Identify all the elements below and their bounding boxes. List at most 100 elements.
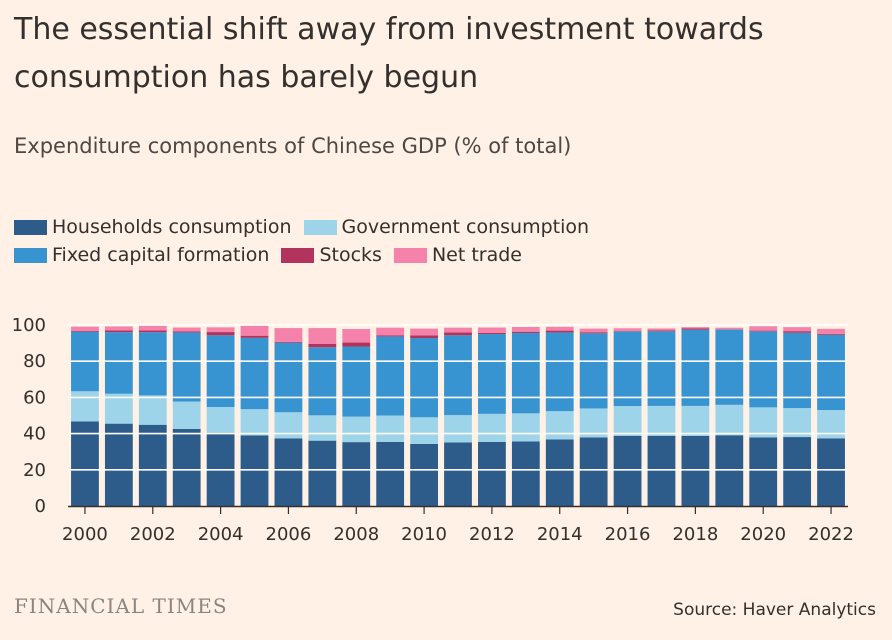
bar-stocks-2005	[240, 335, 269, 338]
bar-stocks-2007	[308, 344, 337, 348]
x-tick-label-2010: 2010	[401, 524, 447, 545]
y-tick-label-60: 60	[23, 387, 46, 408]
bar-fixed_capital-2003	[172, 332, 201, 402]
bar-stocks-2004	[206, 332, 235, 336]
bar-net_trade-2011	[444, 327, 472, 333]
bar-households-2016	[613, 435, 642, 506]
bar-government-2014	[545, 411, 574, 440]
y-tick-label-100: 100	[12, 315, 46, 336]
bar-households-2003	[172, 428, 201, 506]
legend-item-stocks: Stocks	[281, 244, 382, 266]
bar-stocks-2014	[545, 330, 574, 333]
bar-net_trade-2012	[478, 327, 506, 333]
bar-government-2015	[579, 408, 608, 438]
bar-fixed_capital-2010	[410, 338, 438, 418]
bar-fixed_capital-2009	[376, 336, 405, 416]
legend-item-net-trade: Net trade	[393, 244, 522, 266]
bar-net_trade-2013	[511, 326, 540, 332]
bar-net_trade-2008	[342, 328, 371, 343]
bar-stocks-2013	[511, 331, 540, 333]
bar-stocks-2000	[71, 330, 99, 332]
bar-net_trade-2010	[410, 328, 438, 336]
bar-net_trade-2014	[545, 326, 574, 331]
bar-government-2020	[749, 407, 778, 438]
bar-fixed_capital-2005	[240, 337, 269, 410]
bar-government-2003	[172, 401, 201, 429]
bar-households-2013	[511, 441, 540, 506]
bar-government-2001	[104, 393, 133, 424]
bar-fixed_capital-2008	[342, 346, 371, 417]
legend: Households consumption Government consum…	[14, 213, 874, 269]
x-tick-label-2008: 2008	[333, 524, 379, 545]
bar-households-2010	[410, 443, 438, 506]
bar-government-2010	[410, 417, 438, 444]
bar-households-2006	[274, 438, 303, 506]
bar-government-2008	[342, 416, 371, 443]
bar-households-2001	[104, 423, 133, 506]
legend-label-households: Households consumption	[52, 216, 292, 238]
bar-government-2000	[71, 391, 99, 422]
bar-households-2021	[783, 437, 812, 506]
legend-label-government: Government consumption	[341, 216, 590, 238]
bar-households-2018	[681, 435, 710, 506]
x-tick-label-2012: 2012	[469, 524, 515, 545]
x-tick-label-2018: 2018	[672, 524, 718, 545]
bar-households-2009	[376, 441, 405, 506]
legend-row-2: Fixed capital formation Stocks Net trade	[14, 241, 874, 269]
legend-label-stocks: Stocks	[319, 244, 382, 266]
bar-households-2019	[715, 435, 744, 506]
bar-net_trade-2015	[579, 328, 608, 333]
bar-fixed_capital-2016	[613, 331, 642, 407]
stacked-bar-chart: 0 20 40 60 80 100 2000 2002 2004 2006 2008 2010 2012…	[12, 315, 854, 545]
bar-stocks-2003	[172, 331, 201, 333]
bar-net_trade-2006	[274, 328, 303, 342]
bar-net_trade-2017	[647, 328, 676, 331]
bar-government-2002	[138, 395, 167, 425]
bar-net_trade-2001	[104, 326, 133, 331]
bar-government-2013	[511, 413, 540, 442]
bar-fixed_capital-2021	[783, 332, 812, 409]
bar-fixed_capital-2019	[715, 329, 744, 405]
legend-item-government: Government consumption	[303, 216, 590, 238]
bar-net_trade-2021	[783, 327, 812, 332]
bar-households-2015	[579, 437, 608, 506]
bar-net_trade-2022	[817, 328, 845, 334]
legend-swatch-fixed-capital	[14, 247, 47, 263]
bar-government-2004	[206, 406, 235, 433]
legend-item-fixed-capital: Fixed capital formation	[14, 244, 269, 266]
bar-government-2007	[308, 415, 337, 441]
bar-net_trade-2016	[613, 328, 642, 332]
bar-stocks-2001	[104, 330, 133, 333]
x-tick-label-2006: 2006	[266, 524, 312, 545]
bar-households-2002	[138, 424, 167, 506]
bar-government-2021	[783, 408, 812, 438]
bar-households-2017	[647, 435, 676, 506]
bar-stocks-2020	[749, 330, 778, 332]
bar-net_trade-2005	[240, 325, 269, 336]
bar-government-2016	[613, 406, 642, 436]
y-tick-label-20: 20	[23, 460, 46, 481]
x-tick-label-2020: 2020	[740, 524, 786, 545]
bar-government-2011	[444, 415, 472, 443]
legend-label-fixed-capital: Fixed capital formation	[52, 244, 270, 266]
y-tick-label-40: 40	[23, 424, 46, 445]
y-tick-label-0: 0	[35, 496, 46, 517]
bar-net_trade-2003	[172, 327, 201, 332]
bar-households-2014	[545, 439, 574, 506]
legend-swatch-government	[303, 219, 337, 235]
bar-fixed_capital-2017	[647, 331, 676, 406]
bar-stocks-2011	[444, 332, 472, 336]
bar-government-2012	[478, 413, 506, 442]
bar-fixed_capital-2006	[274, 342, 303, 413]
bar-stocks-2015	[579, 332, 608, 334]
bar-fixed_capital-2020	[749, 331, 778, 408]
bar-stocks-2017	[647, 330, 676, 332]
bar-net_trade-2018	[681, 327, 710, 329]
bar-fixed_capital-2001	[104, 332, 133, 394]
bar-net_trade-2002	[138, 325, 167, 331]
bar-stocks-2006	[274, 341, 303, 343]
bar-net_trade-2000	[71, 326, 99, 331]
legend-swatch-net-trade	[393, 247, 427, 263]
chart-title: The essential shift away from investment…	[14, 12, 764, 95]
bar-stocks-2012	[478, 332, 506, 335]
